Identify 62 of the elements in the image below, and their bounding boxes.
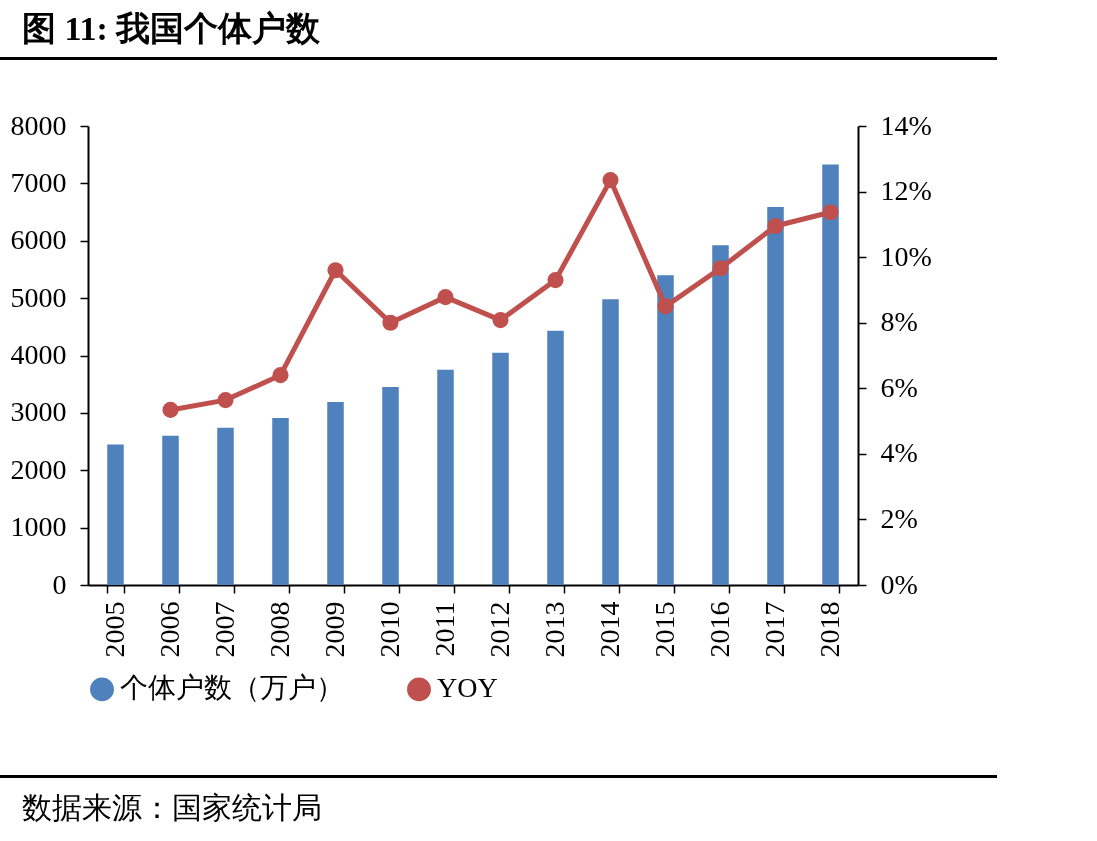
x-tick-label: 2011 xyxy=(429,601,460,657)
point xyxy=(547,272,564,289)
legend-label: YOY xyxy=(437,672,498,704)
bar xyxy=(382,387,399,585)
x-tick-label: 2018 xyxy=(814,601,845,658)
y-tick-label: 3000 xyxy=(10,396,67,428)
x-tick-label: 2009 xyxy=(319,601,350,658)
bar xyxy=(822,164,839,585)
x-tick-label: 2014 xyxy=(594,601,625,658)
y-tick-label: 5000 xyxy=(10,281,67,313)
y2-tick-label: 2% xyxy=(880,502,918,534)
x-tick-label: 2017 xyxy=(759,601,790,658)
bar xyxy=(217,427,234,585)
y-tick-label: 1000 xyxy=(10,511,67,543)
y-tick-label: 8000 xyxy=(10,109,67,141)
source-note: 数据来源：国家统计局 xyxy=(22,790,322,826)
y2-tick-label: 6% xyxy=(880,371,918,403)
y2-tick-label: 10% xyxy=(880,240,932,272)
bar xyxy=(492,352,509,585)
point xyxy=(162,401,179,418)
legend-label: 个体户数（万户） xyxy=(120,672,344,704)
point xyxy=(272,367,289,384)
bar xyxy=(437,369,454,585)
y2-tick-label: 0% xyxy=(880,568,918,600)
bar xyxy=(657,275,674,585)
y-tick-label: 6000 xyxy=(10,224,67,256)
x-tick-label: 2012 xyxy=(484,601,515,658)
y-tick-label: 4000 xyxy=(10,339,67,370)
point xyxy=(767,217,784,235)
x-tick-label: 2015 xyxy=(649,601,680,658)
bar xyxy=(547,330,564,585)
point xyxy=(602,172,619,189)
bar xyxy=(767,206,784,585)
bar xyxy=(712,245,729,585)
x-tick-label: 2016 xyxy=(704,601,735,658)
bar xyxy=(272,418,289,585)
bar xyxy=(602,299,619,585)
point xyxy=(492,312,509,329)
point xyxy=(822,204,839,221)
y-tick-label: 0 xyxy=(52,568,67,600)
y-tick-label: 2000 xyxy=(10,453,67,485)
chart-title: 图 11: 我国个体户数 xyxy=(22,9,321,49)
bar xyxy=(162,435,179,585)
y2-tick-label: 12% xyxy=(880,175,932,207)
point xyxy=(382,314,399,331)
point xyxy=(657,298,674,315)
point xyxy=(217,392,234,409)
y2-tick-label: 8% xyxy=(880,306,918,338)
x-tick-label: 2013 xyxy=(539,601,570,658)
y2-tick-label: 14% xyxy=(880,109,932,141)
x-tick-label: 2007 xyxy=(209,601,240,658)
x-tick-label: 2008 xyxy=(264,601,295,658)
y2-tick-label: 4% xyxy=(880,437,918,469)
x-tick-label: 2010 xyxy=(374,601,405,658)
y-tick-label: 7000 xyxy=(10,166,67,198)
x-tick-label: 2005 xyxy=(99,601,130,658)
bar xyxy=(107,444,124,585)
point xyxy=(712,260,729,277)
point xyxy=(327,262,344,279)
x-tick-label: 2006 xyxy=(154,601,185,658)
bar xyxy=(327,401,344,585)
point xyxy=(437,289,454,306)
